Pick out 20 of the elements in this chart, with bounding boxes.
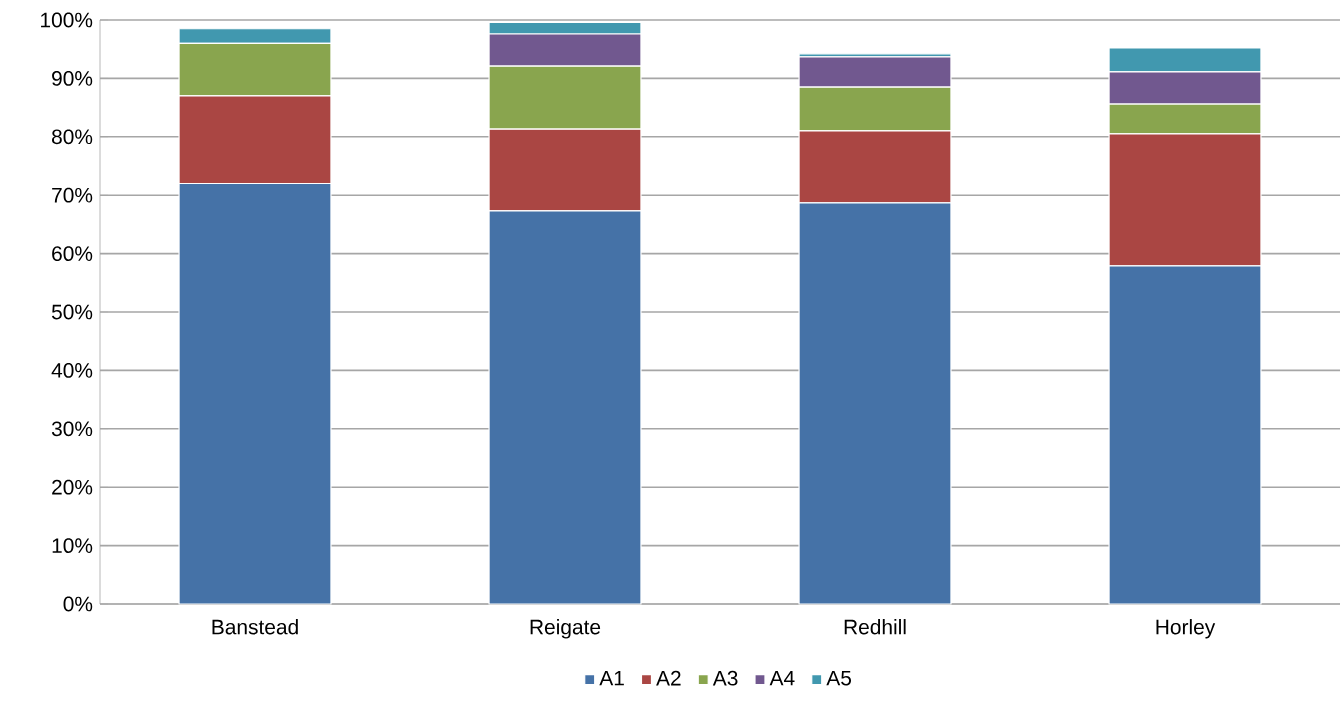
legend-label: A1 bbox=[599, 670, 624, 686]
y-tick-label: 100% bbox=[41, 12, 93, 28]
y-tick-label: 10% bbox=[52, 538, 93, 554]
y-tick-label: 40% bbox=[51, 363, 93, 378]
y-tick-label: 70% bbox=[52, 187, 93, 203]
y-tick-label: 20% bbox=[52, 479, 93, 495]
legend-label: A4 bbox=[769, 670, 795, 686]
x-tick-label: Banstead bbox=[212, 619, 298, 635]
y-tick-label: 80% bbox=[52, 129, 93, 145]
legend-label: A5 bbox=[826, 670, 852, 686]
legend-label: A3 bbox=[712, 670, 738, 686]
x-tick-label: Reigate bbox=[530, 619, 601, 639]
y-tick-label: 90% bbox=[52, 71, 93, 86]
legend-label: A2 bbox=[656, 670, 681, 686]
y-tick-label: 0% bbox=[63, 596, 93, 612]
y-tick-label: 50% bbox=[51, 304, 93, 320]
x-tick-label: Horley bbox=[1156, 619, 1216, 639]
x-tick-label: Redhill bbox=[844, 619, 906, 635]
y-tick-label: 60% bbox=[52, 246, 93, 262]
y-tick-label: 30% bbox=[51, 421, 93, 437]
